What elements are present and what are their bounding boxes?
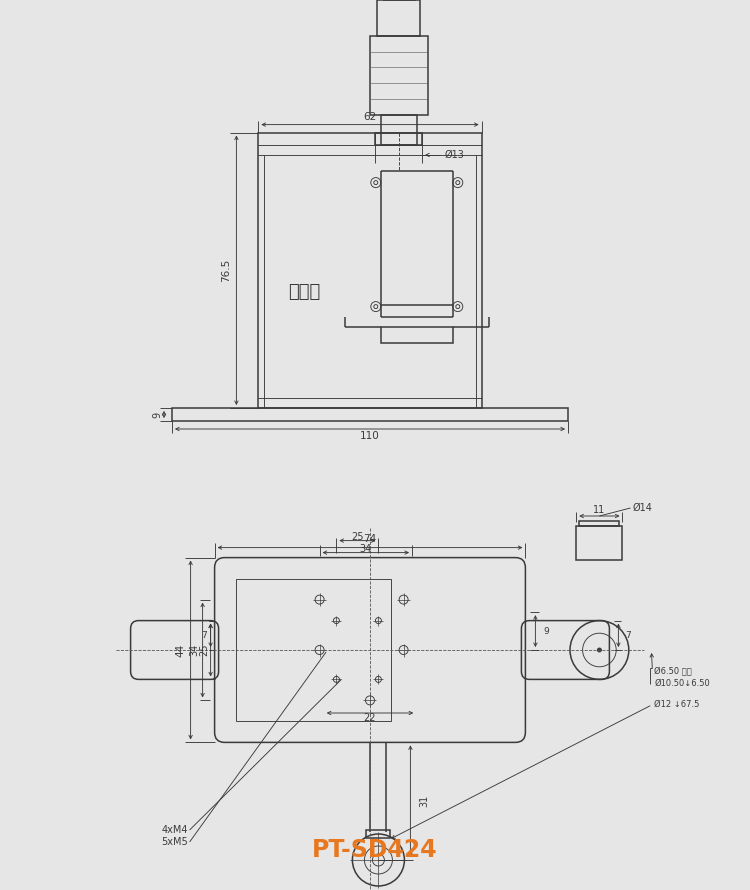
Bar [259,133,482,408]
Text: 34: 34 [190,643,200,656]
Text: Ø13: Ø13 [444,150,464,160]
Text: 76.5: 76.5 [221,259,232,282]
Bar [381,115,417,145]
Text: 31: 31 [419,795,430,807]
Text: 22: 22 [364,713,376,723]
Text: 25: 25 [351,531,364,542]
Bar [576,526,622,560]
Text: 25: 25 [200,643,209,656]
Text: Ø12 ↓67.5: Ø12 ↓67.5 [655,700,700,709]
Bar [376,133,422,145]
Text: Ø6.50 贯穿: Ø6.50 贯穿 [655,667,692,676]
Text: 11: 11 [593,505,605,515]
Text: 7: 7 [201,631,206,640]
Text: 9: 9 [544,627,549,635]
Text: 7: 7 [626,631,632,640]
Text: 5xM5: 5xM5 [161,837,188,847]
Text: 110: 110 [360,431,380,441]
Text: 派迪威: 派迪威 [289,283,321,302]
Text: 62: 62 [363,111,376,122]
Bar [370,36,428,115]
Text: PT-SD424: PT-SD424 [312,838,438,862]
Text: 74: 74 [363,534,376,544]
Text: 44: 44 [176,643,185,657]
Circle shape [598,648,602,652]
Text: 4xM4: 4xM4 [161,825,188,835]
Bar [381,327,453,343]
Text: Ø10.50↓6.50: Ø10.50↓6.50 [655,679,710,688]
Bar [236,578,391,722]
Text: 34: 34 [360,544,372,554]
Bar [579,521,620,526]
Text: 9: 9 [152,411,162,417]
Text: Ø14: Ø14 [632,503,652,513]
Bar [377,0,421,36]
Bar [367,830,391,838]
Bar [172,408,568,421]
